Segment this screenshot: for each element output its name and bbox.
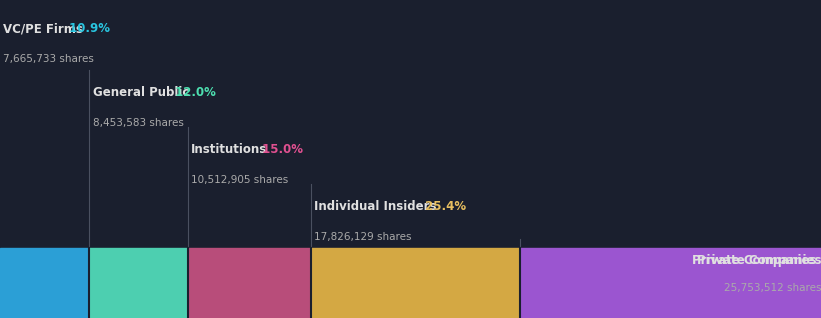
Bar xyxy=(520,248,821,318)
Text: 25.4%: 25.4% xyxy=(420,200,466,213)
Bar xyxy=(311,248,520,318)
Text: Private Companies: Private Companies xyxy=(696,254,821,267)
Text: Private Companies: Private Companies xyxy=(692,254,821,267)
Text: 7,665,733 shares: 7,665,733 shares xyxy=(3,54,94,64)
Text: Individual Insiders: Individual Insiders xyxy=(314,200,437,213)
Text: VC/PE Firms: VC/PE Firms xyxy=(3,22,83,35)
Text: 10,512,905 shares: 10,512,905 shares xyxy=(191,175,288,185)
Bar xyxy=(188,248,311,318)
Text: 15.0%: 15.0% xyxy=(259,143,303,156)
Text: 12.0%: 12.0% xyxy=(171,86,216,99)
Text: 25,753,512 shares: 25,753,512 shares xyxy=(723,283,821,293)
Text: Institutions: Institutions xyxy=(191,143,268,156)
Bar xyxy=(89,248,188,318)
Text: 17,826,129 shares: 17,826,129 shares xyxy=(314,232,412,242)
Text: 8,453,583 shares: 8,453,583 shares xyxy=(93,118,184,128)
Text: 10.9%: 10.9% xyxy=(65,22,110,35)
Text: General Public: General Public xyxy=(93,86,189,99)
Bar xyxy=(0,248,89,318)
